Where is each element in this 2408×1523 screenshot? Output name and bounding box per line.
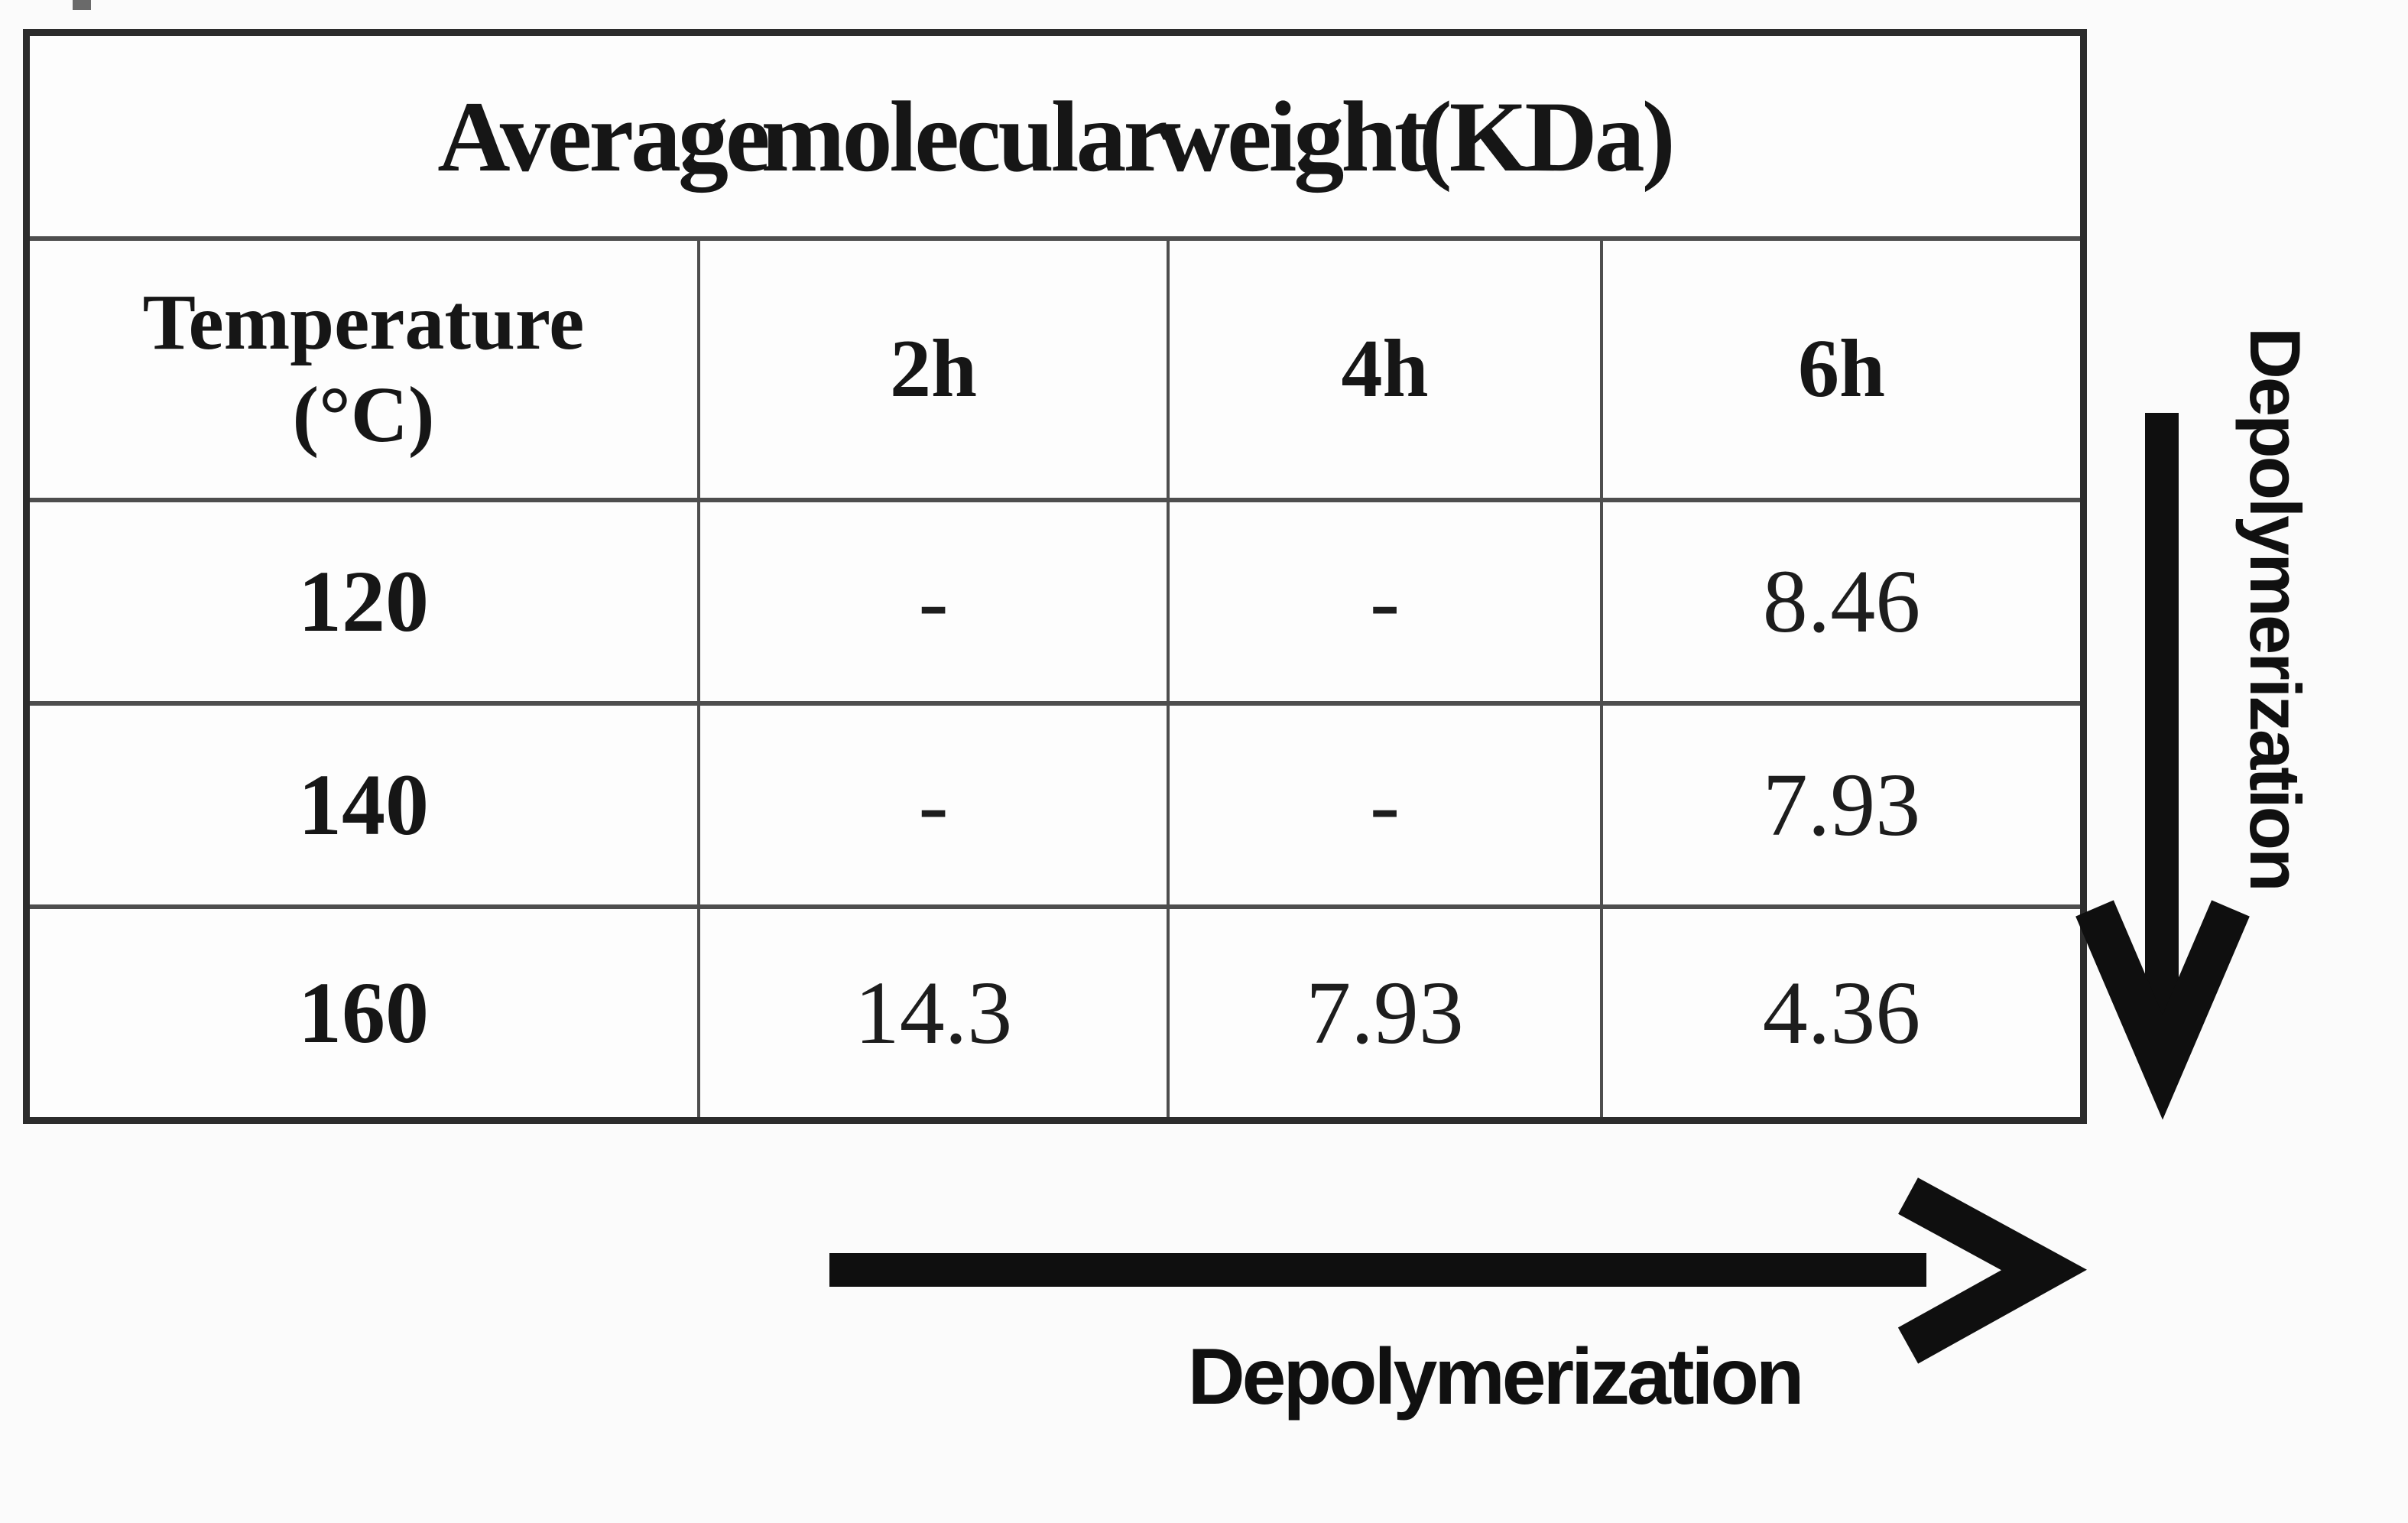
column-header-6h: 6h [1603,241,2080,498]
molecular-weight-table: Average molecular weight (KDa) Temperatu… [23,29,2087,1124]
row-160-temperature: 160 [30,909,697,1117]
column-header-4h: 4h [1170,241,1600,498]
horizontal-depolymerization-label: Depolymerization [1187,1333,1805,1421]
row-120-value-4h: - [1170,502,1600,701]
down-arrow-icon [2075,413,2250,1120]
row-140-temperature: 140 [30,706,697,904]
temperature-header-line1: Temperature [142,278,585,367]
row-160-value-4h: 7.93 [1170,909,1600,1117]
column-header-temperature: Temperature (°C) [30,241,697,498]
row-160-value-6h: 4.36 [1603,909,2080,1117]
temperature-header-line2: (°C) [292,371,435,459]
row-140-value-2h: - [700,706,1167,904]
vertical-depolymerization-label: Depolymerization [2235,327,2316,890]
row-140-value-6h: 7.93 [1603,706,2080,904]
scan-artifact-speck [73,0,91,10]
row-160-value-2h: 14.3 [700,909,1167,1117]
table-title: Average molecular weight (KDa) [30,36,2080,236]
row-120-value-6h: 8.46 [1603,502,2080,701]
right-arrow-icon [829,1177,2087,1364]
row-140-value-4h: - [1170,706,1600,904]
row-120-value-2h: - [700,502,1167,701]
column-header-2h: 2h [700,241,1167,498]
row-120-temperature: 120 [30,502,697,701]
